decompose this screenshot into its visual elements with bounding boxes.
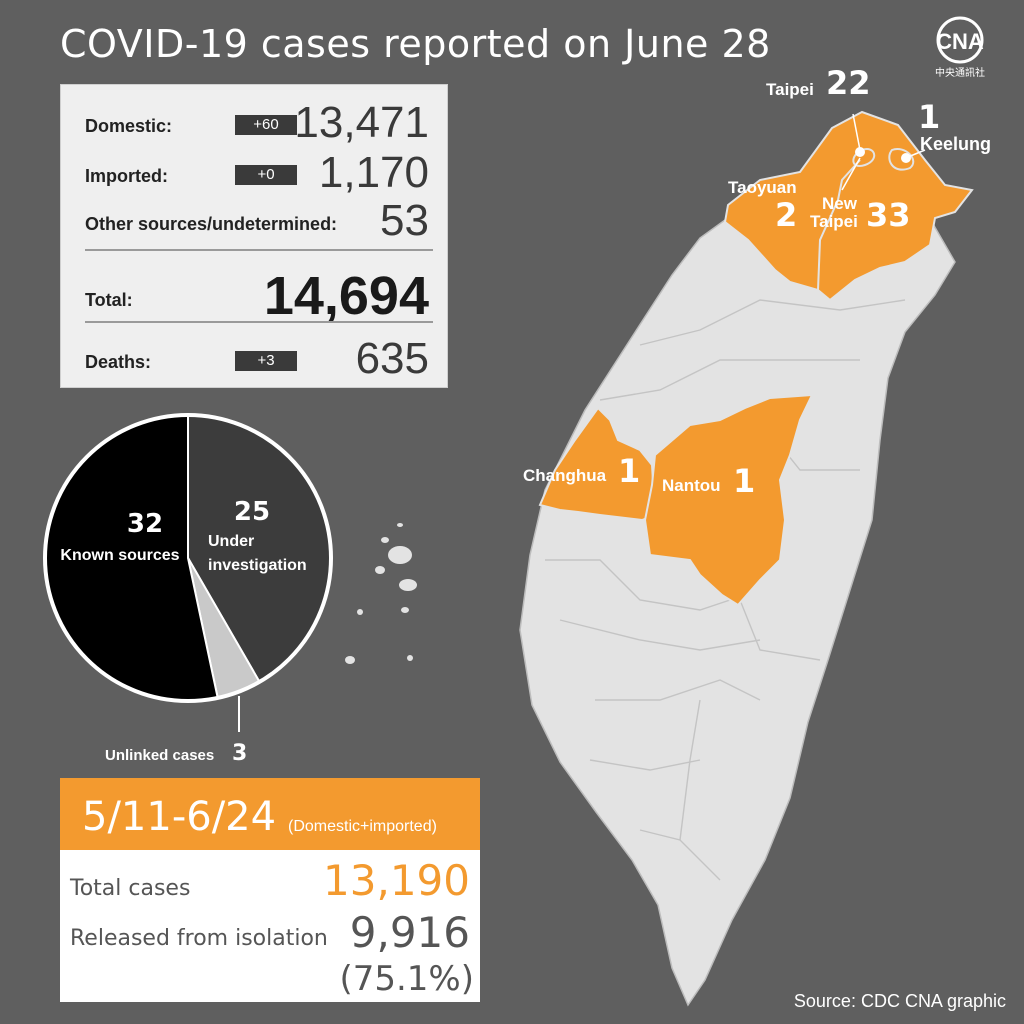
newtaipei-name-1: New — [822, 194, 857, 213]
domestic-delta: +60 — [235, 115, 297, 135]
source-credit: Source: CDC CNA graphic — [793, 991, 1006, 1011]
domestic-row: Domestic: +60 13,471 — [85, 95, 429, 145]
taipei-count: 22 — [826, 64, 871, 102]
penghu-islands — [345, 523, 417, 664]
newtaipei-name-2: Taipei — [810, 212, 858, 231]
deaths-label: Deaths: — [85, 352, 152, 372]
divider — [85, 249, 433, 251]
page-title: COVID-19 cases reported on June 28 — [60, 22, 771, 66]
released-value: 9,916 — [349, 908, 470, 957]
region-changhua — [538, 406, 657, 522]
under-label-2: investigation — [208, 557, 307, 574]
domestic-value: 13,471 — [294, 98, 429, 147]
unlinked-label: Unlinked cases — [105, 747, 214, 764]
taipei-marker — [855, 147, 865, 157]
deaths-delta: +3 — [235, 351, 297, 371]
taoyuan-name: Taoyuan — [728, 178, 797, 197]
taipei-name: Taipei — [766, 80, 814, 99]
period-panel: 5/11-6/24 (Domestic+imported) Total case… — [60, 778, 480, 1002]
stats-panel: Domestic: +60 13,471 Imported: +0 1,170 … — [60, 84, 448, 388]
changhua-name: Changhua — [523, 466, 607, 485]
pie-outline — [43, 413, 333, 703]
pie-chart — [43, 413, 333, 703]
other-value: 53 — [380, 196, 429, 245]
released-pct: (75.1%) — [339, 959, 474, 999]
imported-label: Imported: — [85, 166, 168, 186]
region-nantou — [643, 393, 814, 607]
nantou-count: 1 — [733, 462, 756, 500]
logo-text: CNA — [936, 29, 984, 54]
unlinked-value: 3 — [232, 741, 247, 766]
total-label: Total: — [85, 290, 133, 310]
period-note: (Domestic+imported) — [288, 818, 437, 835]
keelung-name: Keelung — [920, 134, 992, 154]
imported-row: Imported: +0 1,170 — [85, 145, 429, 195]
total-value: 14,694 — [263, 266, 429, 326]
taiwan-map — [345, 110, 974, 1007]
released-label: Released from isolation — [70, 926, 328, 951]
nantou-name: Nantou — [662, 476, 721, 495]
period-header: 5/11-6/24 (Domestic+imported) — [60, 778, 480, 850]
logo-subtext: 中央通訊社 — [935, 66, 985, 78]
changhua-count: 1 — [618, 452, 641, 490]
total-row: Total: 14,694 — [85, 263, 429, 323]
keelung-count: 1 — [918, 98, 941, 136]
cna-logo-icon: CNA 中央通訊社 — [935, 16, 985, 78]
under-label-1: Under — [208, 533, 254, 550]
known-label: Known sources — [60, 547, 179, 564]
total-cases-label: Total cases — [70, 876, 191, 901]
total-cases-value: 13,190 — [323, 856, 470, 905]
imported-value: 1,170 — [318, 148, 429, 197]
other-row: Other sources/undetermined: 53 — [85, 193, 429, 243]
period-range: 5/11-6/24 — [82, 794, 277, 840]
domestic-label: Domestic: — [85, 116, 173, 136]
keelung-marker — [901, 153, 911, 163]
other-label: Other sources/undetermined: — [85, 214, 338, 234]
known-value: 32 — [127, 509, 163, 539]
imported-delta: +0 — [235, 165, 297, 185]
under-value: 25 — [234, 497, 270, 527]
deaths-row: Deaths: +3 635 — [85, 331, 429, 381]
north-borders — [817, 148, 915, 291]
divider — [85, 321, 433, 323]
deaths-value: 635 — [355, 334, 429, 383]
taoyuan-count: 2 — [775, 196, 798, 234]
newtaipei-count: 33 — [866, 196, 911, 234]
